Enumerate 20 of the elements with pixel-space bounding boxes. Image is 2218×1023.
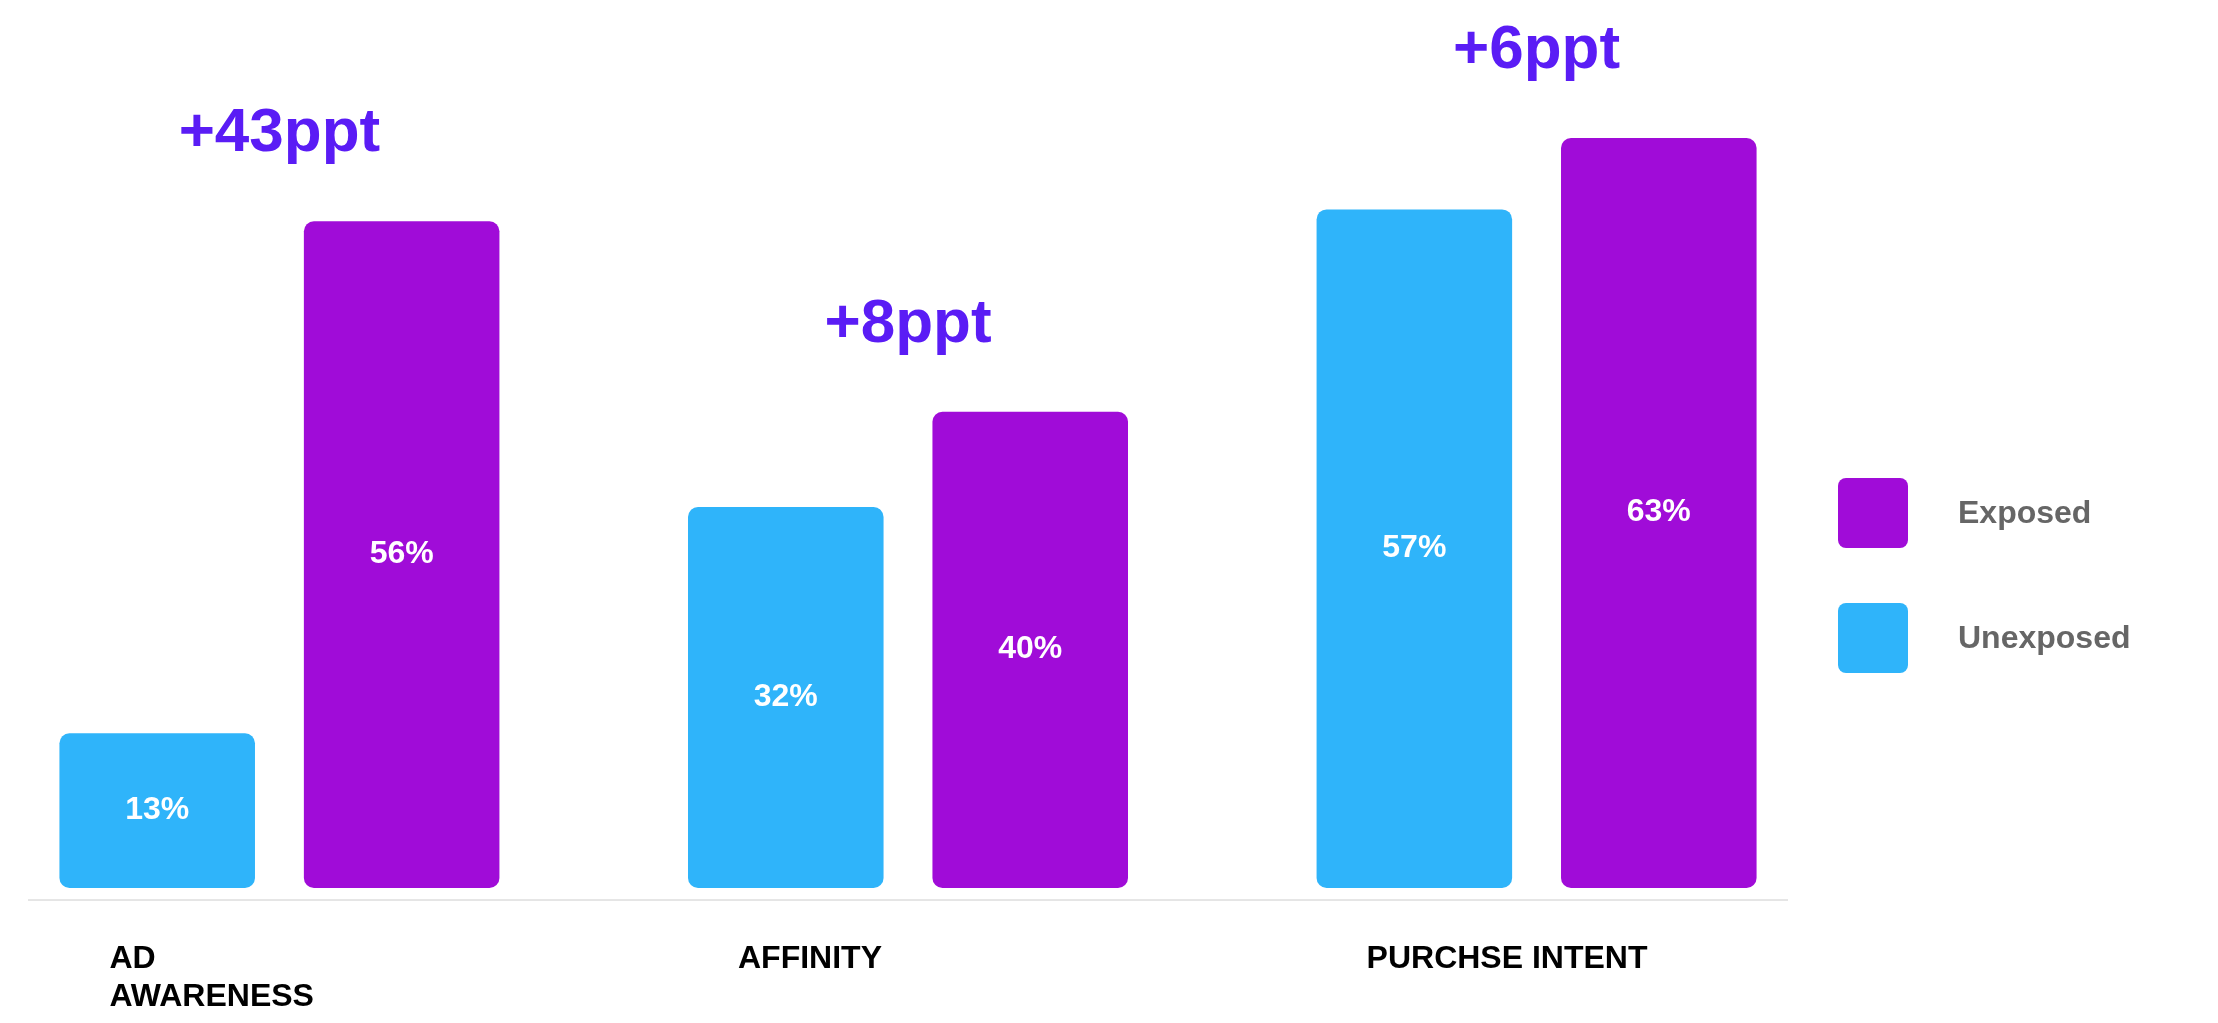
x-tick-label: PURCHSE INTENT [1366,939,1648,975]
legend-label: Unexposed [1958,619,2131,655]
data-label: 57% [1382,528,1447,565]
text: +6ppt [1453,12,1621,81]
bar [1561,138,1757,888]
bar [688,507,884,888]
bar [1316,209,1513,888]
data-label: 63% [1626,492,1691,529]
data-label: 40% [998,629,1063,666]
data-label: 13% [125,790,190,827]
annotation: +8ppt [824,285,992,355]
legend-label: Exposed [1958,494,2092,530]
annotation: +43ppt [178,95,381,165]
bar [59,733,255,888]
x-tick-label: AFFINITY [738,939,882,975]
bar [303,221,500,888]
data-label: 32% [753,676,818,713]
x-tick-label: AD AWARENESS [109,939,314,1013]
data-label: 56% [369,534,434,571]
bar [932,411,1128,888]
